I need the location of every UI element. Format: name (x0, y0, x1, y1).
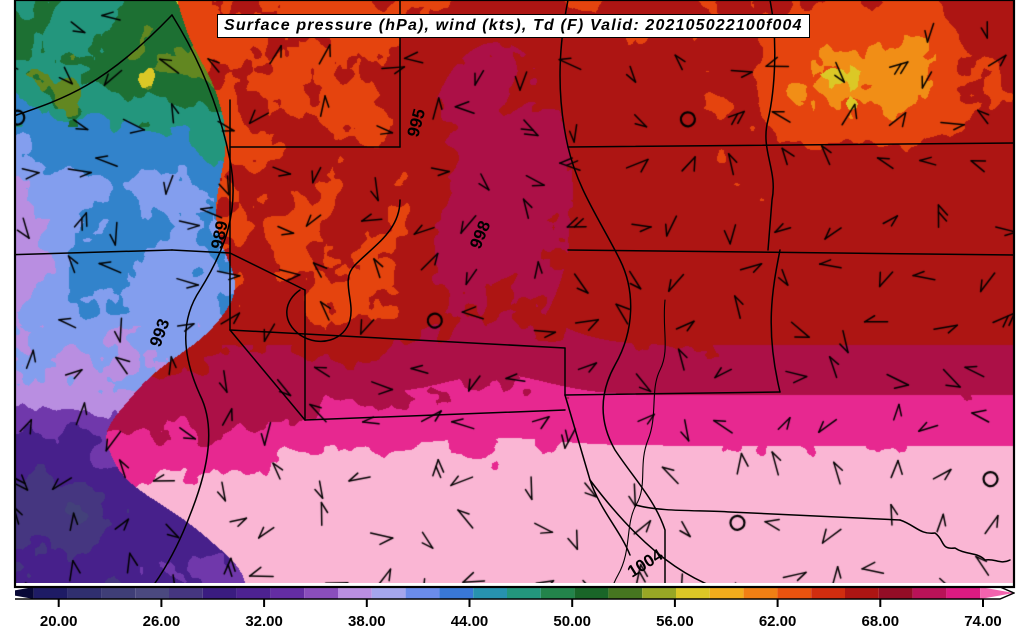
svg-text:32.00: 32.00 (245, 613, 283, 630)
svg-text:38.00: 38.00 (348, 613, 386, 630)
svg-text:56.00: 56.00 (656, 613, 694, 630)
svg-text:74.00: 74.00 (964, 613, 1002, 630)
svg-text:44.00: 44.00 (451, 613, 489, 630)
svg-text:62.00: 62.00 (759, 613, 797, 630)
svg-text:50.00: 50.00 (553, 613, 591, 630)
svg-text:68.00: 68.00 (862, 613, 900, 630)
svg-text:26.00: 26.00 (143, 613, 181, 630)
svg-text:20.00: 20.00 (40, 613, 78, 630)
